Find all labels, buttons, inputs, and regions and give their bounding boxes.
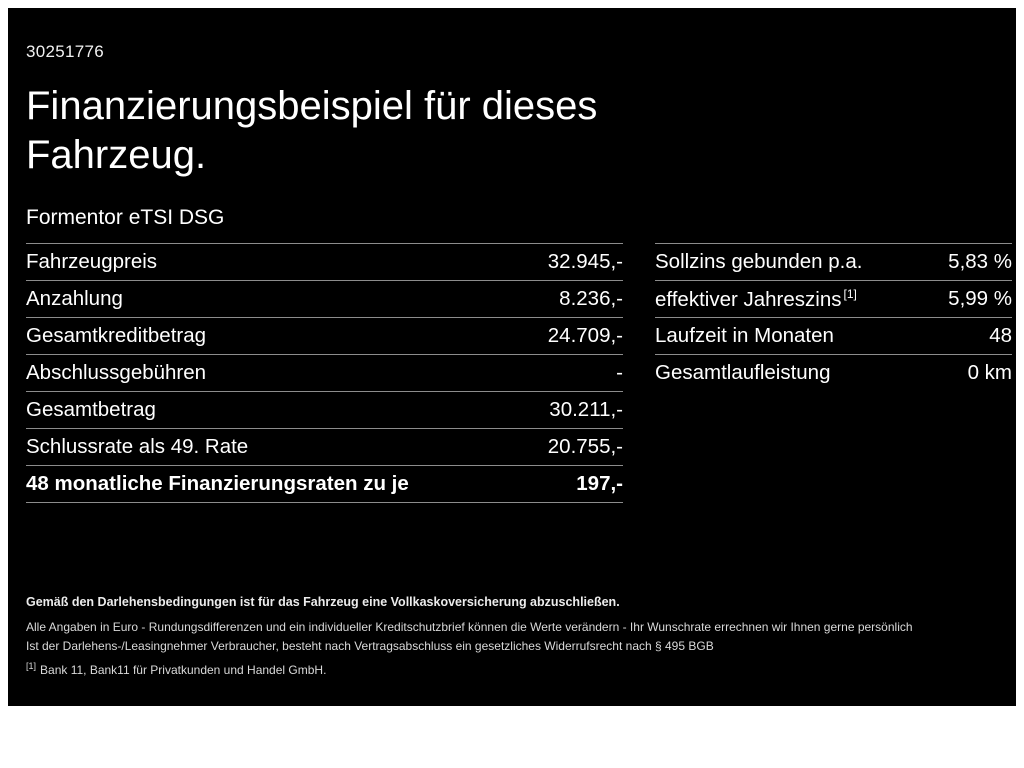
row-value: 5,83 %	[948, 250, 1012, 273]
table-row: Gesamtlaufleistung 0 km	[655, 354, 1012, 391]
table-row: Anzahlung 8.236,-	[26, 280, 623, 317]
model-name: Formentor eTSI DSG	[26, 206, 225, 229]
footer-disclaimer-1: Alle Angaben in Euro - Rundungsdifferenz…	[26, 620, 913, 634]
table-row: Gesamtbetrag 30.211,-	[26, 391, 623, 428]
row-value: -	[616, 361, 623, 384]
row-label: Abschlussgebühren	[26, 361, 207, 384]
row-value: 5,99 %	[948, 287, 1012, 310]
table-row: Abschlussgebühren -	[26, 354, 623, 391]
row-label: Schlussrate als 49. Rate	[26, 435, 249, 458]
vehicle-id: 30251776	[26, 42, 105, 61]
table-row-monthly-rate: 48 monatliche Finanzierungsraten zu je 1…	[26, 465, 623, 503]
footnote-marker: [1]	[26, 661, 37, 671]
financing-table-right: Sollzins gebunden p.a. 5,83 % effektiver…	[655, 243, 1012, 391]
footer-insurance-note: Gemäß den Darlehensbedingungen ist für d…	[26, 595, 620, 609]
row-label: Gesamtkreditbetrag	[26, 324, 207, 347]
row-label: Anzahlung	[26, 287, 123, 310]
financing-tables: Fahrzeugpreis 32.945,- Anzahlung 8.236,-…	[26, 243, 1012, 503]
footer-bank-footnote: [1] Bank 11, Bank11 für Privatkunden und …	[26, 661, 998, 677]
footnote-reference: [1]	[843, 286, 857, 301]
row-label: Fahrzeugpreis	[26, 250, 158, 273]
table-row: Sollzins gebunden p.a. 5,83 %	[655, 243, 1012, 280]
row-label: Gesamtbetrag	[26, 398, 156, 421]
table-row: Gesamtkreditbetrag 24.709,-	[26, 317, 623, 354]
row-value: 32.945,-	[547, 250, 623, 273]
row-value: 24.709,-	[547, 324, 623, 347]
table-row: Schlussrate als 49. Rate 20.755,-	[26, 428, 623, 465]
table-row: Laufzeit in Monaten 48	[655, 317, 1012, 354]
row-value: 30.211,-	[549, 398, 623, 421]
row-label: effektiver Jahreszins [1]	[655, 286, 857, 311]
row-label: Laufzeit in Monaten	[655, 324, 834, 347]
page-title: Finanzierungsbeispiel für dieses Fahrzeu…	[26, 82, 998, 180]
financing-table-left: Fahrzeugpreis 32.945,- Anzahlung 8.236,-…	[26, 243, 623, 503]
table-row: Fahrzeugpreis 32.945,-	[26, 243, 623, 280]
row-value: 20.755,-	[547, 435, 623, 458]
row-label: Gesamtlaufleistung	[655, 361, 831, 384]
financing-panel: 30251776 Finanzierungsbeispiel für diese…	[8, 8, 1016, 706]
row-label: 48 monatliche Finanzierungsraten zu je	[26, 472, 409, 495]
table-row: effektiver Jahreszins [1] 5,99 %	[655, 280, 1012, 317]
row-label: Sollzins gebunden p.a.	[655, 250, 863, 273]
page-title-line1: Finanzierungsbeispiel für dieses	[26, 84, 598, 128]
row-value: 8.236,-	[559, 287, 623, 310]
row-value: 197,-	[576, 472, 623, 495]
row-value: 48	[989, 324, 1012, 347]
legal-footer: Gemäß den Darlehensbedingungen ist für d…	[26, 595, 998, 677]
footnote-text: Bank 11, Bank11 für Privatkunden und Han…	[40, 663, 327, 677]
footer-disclaimer-2: Ist der Darlehens-/Leasingnehmer Verbrau…	[26, 639, 714, 653]
page-title-line2: Fahrzeug.	[26, 133, 207, 177]
row-value: 0 km	[967, 361, 1012, 384]
